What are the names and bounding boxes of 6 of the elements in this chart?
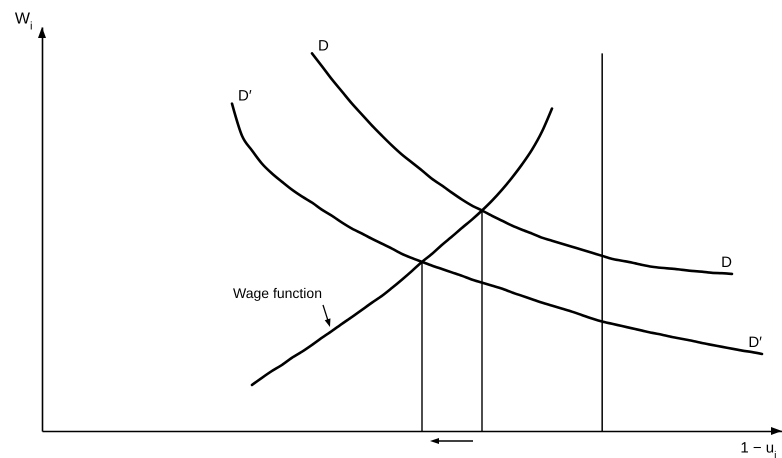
text: D′ [238,88,252,105]
text: D [318,37,329,54]
series-label: D′ [748,334,762,351]
text: Wage function [233,284,322,301]
y-axis-title: W$_{i}$ [14,10,32,32]
series-label: D [721,254,732,271]
